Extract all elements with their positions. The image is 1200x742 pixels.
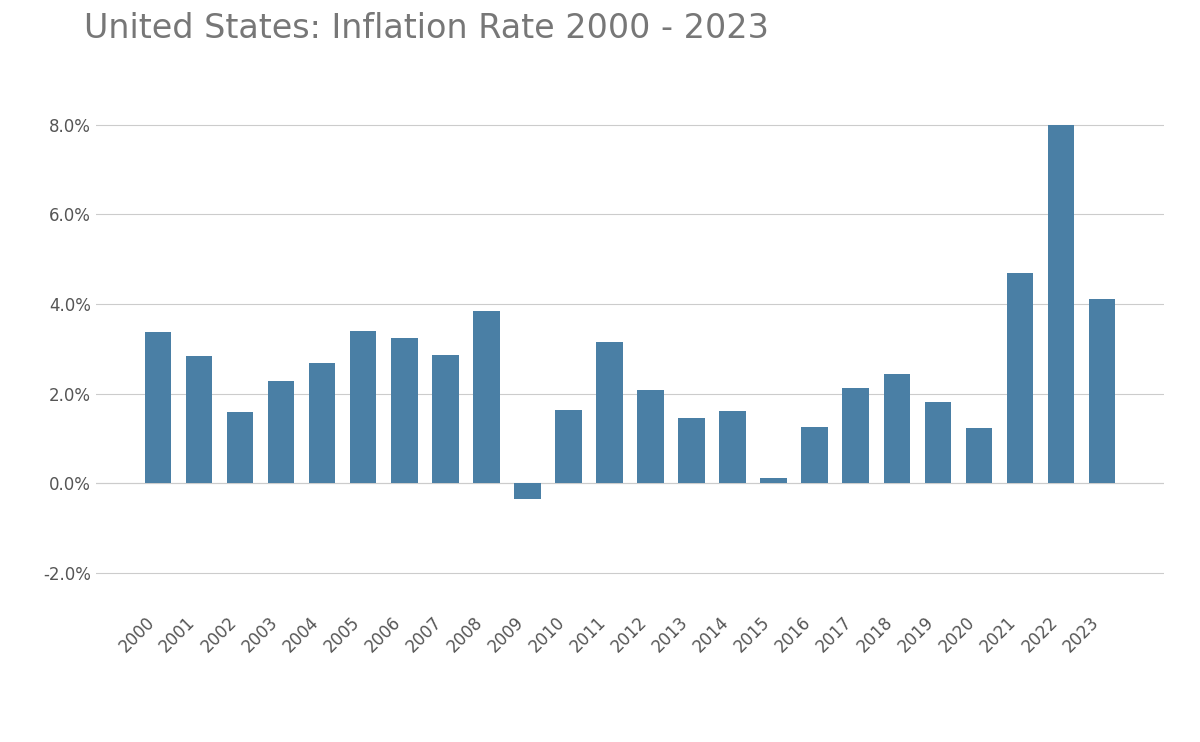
Bar <box>391 338 418 483</box>
Bar <box>802 427 828 483</box>
Bar <box>350 331 377 483</box>
Text: United States: Inflation Rate 2000 - 2023: United States: Inflation Rate 2000 - 202… <box>84 12 769 45</box>
Bar <box>514 483 541 499</box>
Bar <box>186 356 212 483</box>
Bar <box>1088 298 1116 483</box>
Bar <box>883 374 910 483</box>
Bar <box>473 311 499 483</box>
Bar <box>966 428 992 483</box>
Bar <box>1048 125 1074 483</box>
Bar <box>678 418 704 483</box>
Bar <box>556 410 582 483</box>
Bar <box>308 363 336 483</box>
Bar <box>924 402 952 483</box>
Bar <box>432 355 458 483</box>
Bar <box>637 390 664 483</box>
Bar <box>719 410 746 483</box>
Bar <box>144 332 172 483</box>
Bar <box>842 387 869 483</box>
Bar <box>227 412 253 483</box>
Bar <box>761 478 787 483</box>
Bar <box>268 381 294 483</box>
Bar <box>596 341 623 483</box>
Bar <box>1007 272 1033 483</box>
